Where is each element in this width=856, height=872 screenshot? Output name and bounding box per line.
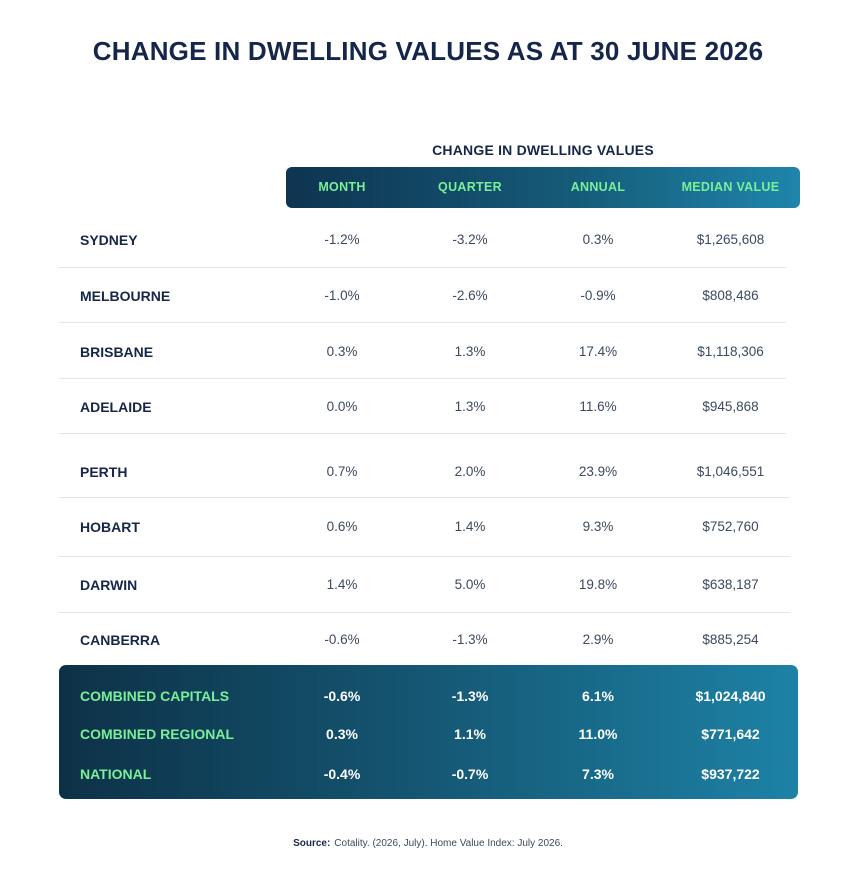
- source-text: Cotality. (2026, July). Home Value Index…: [334, 838, 563, 849]
- city-name: MELBOURNE: [80, 288, 171, 304]
- city-name: SYDNEY: [80, 232, 138, 248]
- summary-label: COMBINED REGIONAL: [80, 726, 234, 742]
- source-label: Source:: [293, 838, 331, 849]
- quarter-change: 1.1%: [454, 726, 486, 742]
- row-divider: [59, 322, 786, 323]
- annual-change: -0.9%: [580, 288, 616, 303]
- annual-change: 0.3%: [582, 232, 614, 247]
- table-row: DARWIN 1.4% 5.0% 19.8% $638,187: [0, 570, 856, 600]
- quarter-change: 2.0%: [454, 464, 486, 479]
- median-value: $1,046,551: [696, 464, 765, 479]
- month-change: -1.0%: [324, 288, 360, 303]
- quarter-change: -1.3%: [452, 632, 488, 647]
- quarter-change: 1.3%: [454, 399, 486, 414]
- summary-label: NATIONAL: [80, 766, 152, 782]
- median-value: $885,254: [702, 632, 759, 647]
- month-change: 0.3%: [326, 344, 358, 359]
- column-header-quarter: QUARTER: [438, 180, 502, 194]
- row-divider: [59, 497, 790, 498]
- row-divider: [59, 612, 790, 613]
- summary-row: NATIONAL -0.4% -0.7% 7.3% $937,722: [59, 761, 798, 787]
- city-name: BRISBANE: [80, 344, 154, 360]
- median-value: $638,187: [702, 577, 759, 592]
- summary-row: COMBINED REGIONAL 0.3% 1.1% 11.0% $771,6…: [59, 721, 798, 747]
- table-row: ADELAIDE 0.0% 1.3% 11.6% $945,868: [0, 392, 856, 422]
- annual-change: 19.8%: [578, 577, 618, 592]
- month-change: -1.2%: [324, 232, 360, 247]
- page-title: CHANGE IN DWELLING VALUES AS AT 30 JUNE …: [92, 36, 764, 66]
- annual-change: 11.0%: [578, 726, 618, 742]
- median-value: $1,265,608: [696, 232, 765, 247]
- month-change: 0.6%: [326, 519, 358, 534]
- median-value: $752,760: [702, 519, 759, 534]
- quarter-change: -3.2%: [452, 232, 488, 247]
- table-row: MELBOURNE -1.0% -2.6% -0.9% $808,486: [0, 281, 856, 311]
- city-name: PERTH: [80, 464, 128, 480]
- summary-label: COMBINED CAPITALS: [80, 688, 230, 704]
- annual-change: 2.9%: [582, 632, 614, 647]
- month-change: -0.6%: [324, 632, 360, 647]
- table-row: HOBART 0.6% 1.4% 9.3% $752,760: [0, 512, 856, 542]
- column-group-label: CHANGE IN DWELLING VALUES: [432, 142, 654, 158]
- month-change: -0.4%: [323, 766, 361, 782]
- month-change: -0.6%: [323, 688, 361, 704]
- quarter-change: 1.3%: [454, 344, 486, 359]
- table-row: CANBERRA -0.6% -1.3% 2.9% $885,254: [0, 625, 856, 655]
- quarter-change: -2.6%: [452, 288, 488, 303]
- source-note: Source: Cotality. (2026, July). Home Valu…: [0, 838, 856, 849]
- city-name: ADELAIDE: [80, 399, 152, 415]
- table-row: PERTH 0.7% 2.0% 23.9% $1,046,551: [0, 457, 856, 487]
- column-header-annual: ANNUAL: [570, 180, 626, 194]
- column-header-month: MONTH: [318, 180, 366, 194]
- annual-change: 7.3%: [582, 766, 614, 782]
- column-header-median-value: MEDIAN VALUE: [681, 180, 780, 194]
- quarter-change: 5.0%: [454, 577, 486, 592]
- annual-change: 9.3%: [582, 519, 614, 534]
- table-row: SYDNEY -1.2% -3.2% 0.3% $1,265,608: [0, 225, 856, 255]
- row-divider: [59, 556, 790, 557]
- row-divider: [59, 378, 786, 379]
- median-value: $1,024,840: [695, 688, 766, 704]
- annual-change: 11.6%: [579, 399, 617, 414]
- table-header: MONTH QUARTER ANNUAL MEDIAN VALUE: [286, 167, 800, 208]
- city-name: CANBERRA: [80, 632, 161, 648]
- annual-change: 23.9%: [578, 464, 618, 479]
- month-change: 0.0%: [326, 399, 358, 414]
- month-change: 1.4%: [326, 577, 358, 592]
- quarter-change: -1.3%: [451, 688, 489, 704]
- summary-panel: COMBINED CAPITALS -0.6% -1.3% 6.1% $1,02…: [59, 665, 798, 799]
- median-value: $937,722: [701, 766, 760, 782]
- row-divider: [59, 433, 786, 434]
- median-value: $808,486: [702, 288, 759, 303]
- median-value: $771,642: [701, 726, 760, 742]
- city-name: DARWIN: [80, 577, 138, 593]
- annual-change: 6.1%: [582, 688, 614, 704]
- month-change: 0.3%: [326, 726, 358, 742]
- quarter-change: 1.4%: [454, 519, 486, 534]
- quarter-change: -0.7%: [451, 766, 489, 782]
- table-row: BRISBANE 0.3% 1.3% 17.4% $1,118,306: [0, 337, 856, 367]
- annual-change: 17.4%: [578, 344, 618, 359]
- month-change: 0.7%: [326, 464, 358, 479]
- city-name: HOBART: [80, 519, 140, 535]
- summary-row: COMBINED CAPITALS -0.6% -1.3% 6.1% $1,02…: [59, 683, 798, 709]
- median-value: $1,118,306: [697, 344, 764, 359]
- median-value: $945,868: [702, 399, 759, 414]
- row-divider: [59, 267, 786, 268]
